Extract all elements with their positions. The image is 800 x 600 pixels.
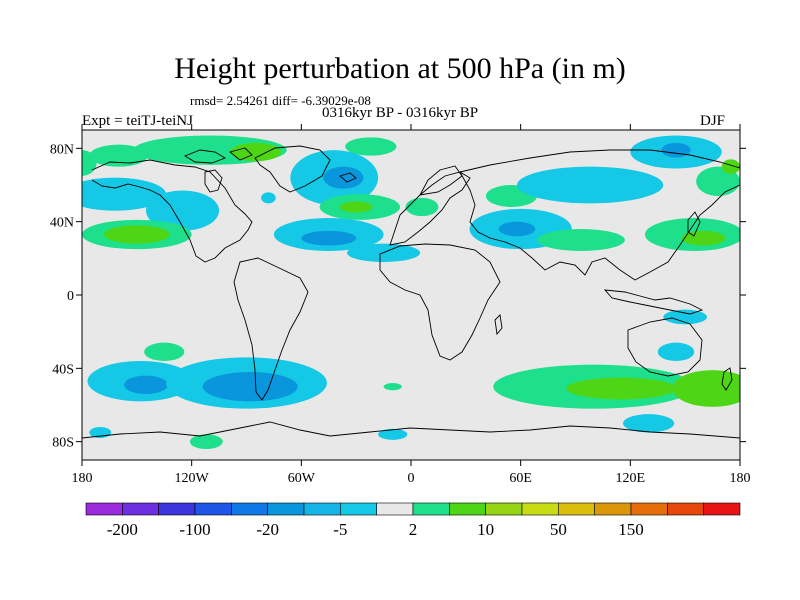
- lon-tick-label-1: 120W: [175, 471, 210, 486]
- coastlines: [82, 145, 740, 439]
- coastline-north-america: [91, 159, 253, 263]
- coastline-madagascar: [494, 314, 503, 336]
- contour-region-8: [261, 192, 276, 204]
- coastline-south-america: [233, 257, 309, 401]
- colorbar-box-13: [558, 502, 595, 516]
- colorbar-label-4: 2: [409, 520, 418, 539]
- rmsd-diff-stats: rmsd= 2.54261 diff= -6.39029e-08: [190, 93, 371, 108]
- contour-region-17: [405, 197, 439, 217]
- coastline-antarctica: [82, 421, 740, 439]
- coastline-asia: [459, 149, 740, 281]
- contour-region-10: [301, 230, 357, 246]
- contour-region-37: [383, 383, 402, 391]
- contour-region-25: [696, 166, 740, 196]
- map-title: Height perturbation at 500 hPa (in m): [174, 52, 626, 85]
- lat-tick-label-2: 0: [67, 289, 74, 304]
- colorbar-label-6: 50: [550, 520, 567, 539]
- contour-region-7: [103, 225, 170, 244]
- contour-region-34: [202, 372, 298, 402]
- contour-region-36: [189, 434, 223, 449]
- colorbar-box-8: [376, 502, 414, 516]
- colorbar-label-3: -5: [333, 520, 347, 539]
- coastline-japan: [687, 211, 701, 237]
- lon-tick-label-4: 60E: [509, 471, 532, 486]
- coastline-australia: [627, 317, 703, 377]
- colorbar-box-9: [412, 502, 450, 516]
- contour-region-38: [378, 428, 408, 440]
- colorbar-box-10: [449, 502, 486, 516]
- coastline-greenland: [254, 145, 331, 193]
- lon-tick-label-3: 0: [408, 471, 415, 486]
- colorbar-box-4: [231, 502, 268, 516]
- coastline-hudson-bay: [204, 169, 223, 193]
- contour-region-30: [144, 342, 185, 362]
- colorbar-label-0: -200: [107, 520, 138, 539]
- contour-region-19: [498, 221, 536, 237]
- contour-region-42: [657, 342, 695, 362]
- contour-region-5: [145, 190, 220, 231]
- colorbar-label-1: -100: [179, 520, 210, 539]
- colorbar-label-2: -20: [256, 520, 279, 539]
- contour-region-24: [661, 142, 691, 158]
- contour-region-43: [623, 414, 675, 433]
- colorbar-box-11: [485, 502, 523, 516]
- contour-region-29: [663, 309, 708, 325]
- colorbar-box-0: [85, 502, 123, 516]
- colorbar-box-3: [194, 502, 232, 516]
- colorbar-box-15: [630, 502, 668, 516]
- colorbar-label-7: 150: [618, 520, 644, 539]
- colorbar: -200 -100 -20 -5 2 10 50 150: [85, 502, 741, 539]
- experiment-label: Expt = teiTJ-teiNJ: [82, 113, 193, 129]
- coastline-europe: [389, 171, 471, 246]
- coastline-new-zealand: [721, 367, 733, 391]
- contour-region-41: [672, 370, 740, 407]
- lon-tick-label-6: 180: [730, 471, 751, 486]
- colorbar-box-17: [703, 502, 741, 516]
- colorbar-box-1: [122, 502, 159, 516]
- map-axes: 80N 40N 0 40S 80S 180 120W 60W 0 60E 120E 180: [50, 124, 751, 486]
- colorbar-box-5: [267, 502, 305, 516]
- colorbar-box-6: [303, 502, 341, 516]
- lon-tick-label-2: 60W: [288, 471, 316, 486]
- colorbar-box-16: [667, 502, 704, 516]
- contour-region-3: [230, 142, 282, 162]
- contour-region-15: [339, 201, 373, 213]
- coastline-iceland: [339, 172, 357, 183]
- contour-region-40: [566, 377, 677, 400]
- lat-tick-label-4: 80S: [52, 436, 74, 451]
- colorbar-box-7: [340, 502, 377, 516]
- lat-tick-label-1: 40N: [50, 216, 74, 231]
- colorbar-label-5: 10: [477, 520, 494, 539]
- lon-tick-label-0: 180: [72, 471, 93, 486]
- coastline-indonesia: [603, 289, 704, 315]
- colorbar-box-14: [594, 502, 632, 516]
- colorbar-box-12: [521, 502, 559, 516]
- coastline-arctic-islands: [183, 147, 253, 164]
- lon-tick-label-5: 120E: [616, 471, 646, 486]
- contour-region-22: [517, 166, 664, 204]
- contour-region-32: [124, 375, 168, 395]
- lat-tick-label-3: 40S: [52, 362, 74, 377]
- coastline-africa: [379, 243, 501, 361]
- contour-region-21: [537, 229, 625, 251]
- colorbar-box-2: [158, 502, 196, 516]
- time-period-label: 0316kyr BP - 0316kyr BP: [322, 105, 479, 121]
- contour-region-13: [345, 137, 397, 156]
- lat-tick-label-0: 80N: [50, 142, 74, 157]
- season-label: DJF: [700, 113, 726, 129]
- contour-region-12: [323, 166, 364, 189]
- coastline-scandinavia: [419, 165, 463, 196]
- contour-regions: [82, 135, 740, 449]
- contour-region-26: [721, 159, 740, 175]
